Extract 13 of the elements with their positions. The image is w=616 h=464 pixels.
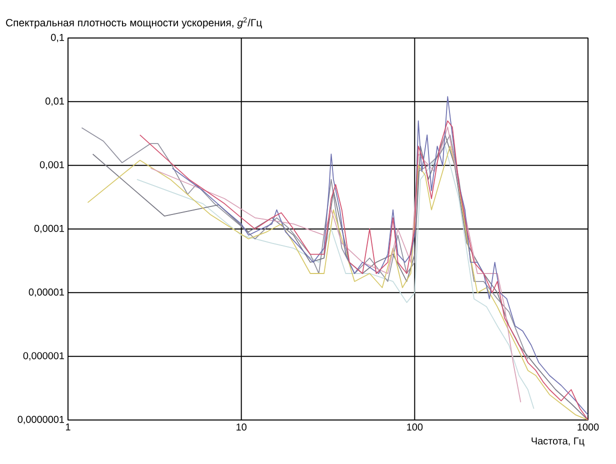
x-tick-label: 1000 (578, 424, 599, 431)
y-tick-label: 0,01 (45, 98, 64, 106)
x-tick-label: 10 (236, 424, 246, 431)
x-tick-label: 100 (407, 424, 423, 431)
y-tick-label: 0,0001 (34, 224, 64, 234)
y-tick-label: 0,0000001 (18, 416, 64, 424)
y-tick-label: 0,001 (40, 161, 64, 170)
y-axis-title: Спектральная плотность мощности ускорения, g$^{2}$/Гц (6, 17, 262, 28)
x-tick-label: 1 (66, 424, 70, 430)
y-tick-label: 0,000001 (23, 352, 64, 360)
y-tick-label: 0,00001 (28, 288, 64, 297)
y-tick-label: 0,1 (51, 34, 64, 42)
x-axis-title: Частота, Гц (532, 438, 584, 446)
